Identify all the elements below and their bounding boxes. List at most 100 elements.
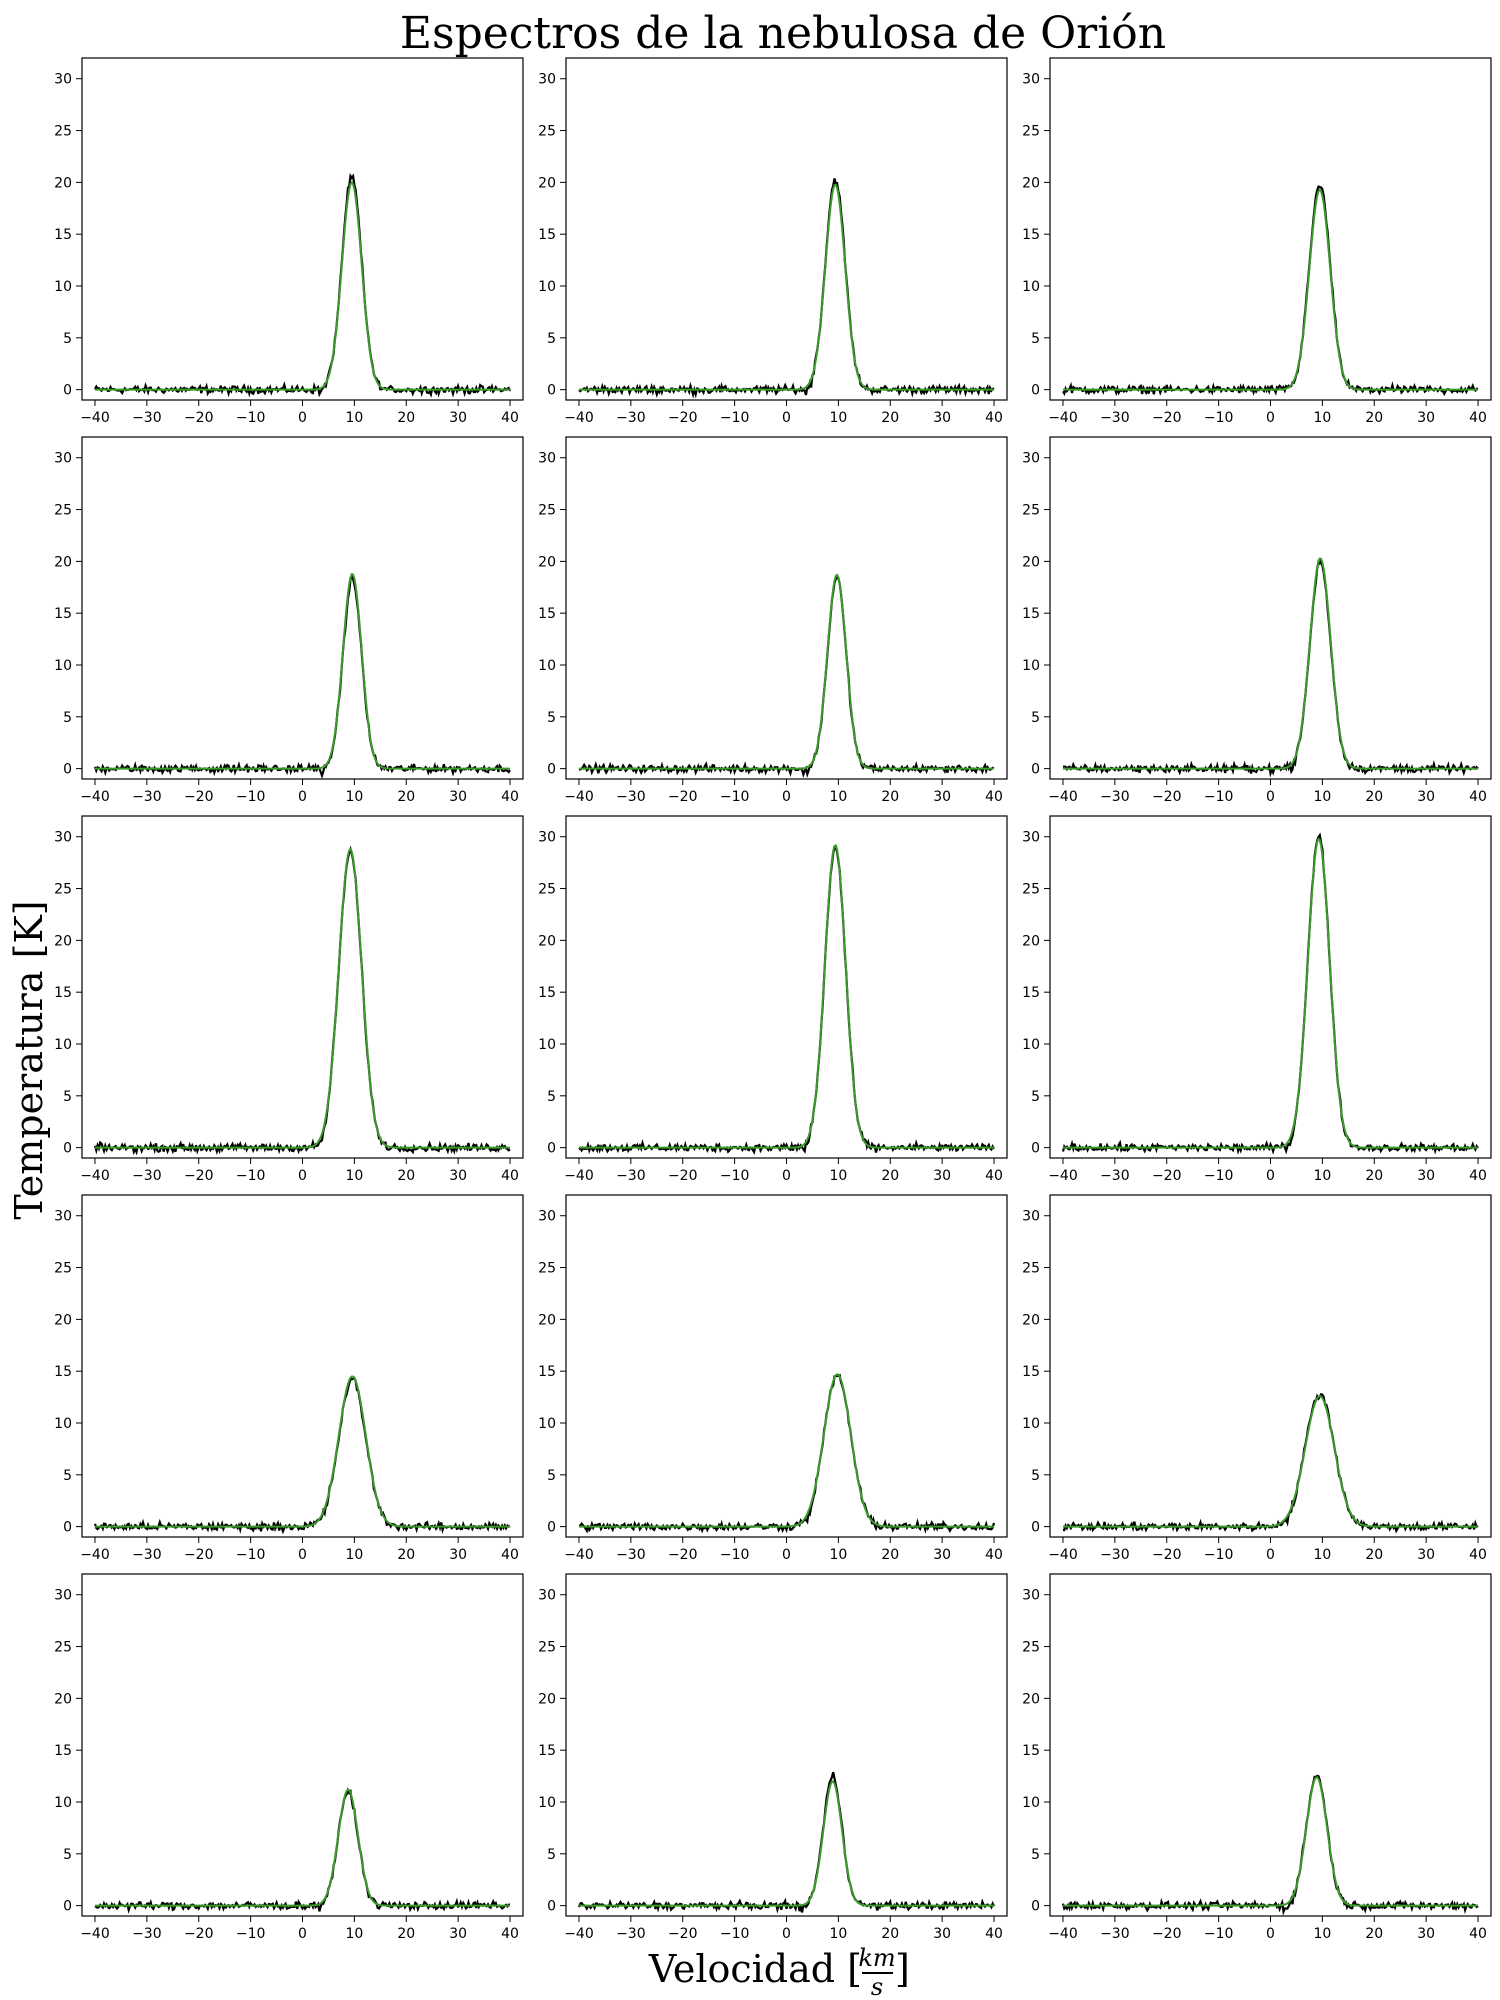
- x-tick-label: 30: [933, 1547, 951, 1563]
- y-tick-label: 5: [63, 1847, 72, 1863]
- y-tick-label: 0: [1031, 762, 1040, 778]
- x-tick-label: −30: [616, 789, 646, 805]
- y-tick-label: 5: [1031, 1468, 1040, 1484]
- panel-frame: [1049, 1194, 1492, 1538]
- x-tick-label: 40: [1469, 789, 1487, 805]
- x-tick-label: 10: [829, 1926, 847, 1942]
- y-tick-label: 10: [1022, 1795, 1040, 1811]
- x-tick-label: 30: [449, 1926, 467, 1942]
- y-tick-label: 30: [538, 1209, 556, 1225]
- gaussian-fit-line: [1063, 188, 1478, 391]
- x-tick-label: 0: [782, 410, 791, 426]
- x-tick-label: −30: [616, 1547, 646, 1563]
- x-tick-label: −10: [236, 1547, 266, 1563]
- x-tick-label: 0: [1266, 410, 1275, 426]
- spectrum-panel: −40 −30 −20 −10 0 10 20 30 40 0 5 10 15 20 25 30: [1022, 1194, 1492, 1563]
- x-tick-label: 10: [345, 1168, 363, 1184]
- x-tick-label: 40: [501, 1926, 519, 1942]
- x-tick-label: 20: [1365, 1926, 1383, 1942]
- spectrum-panel: −40 −30 −20 −10 0 10 20 30 40 0 5 10 15 20 25 30: [54, 815, 524, 1184]
- panel-frame: [565, 436, 1008, 780]
- y-tick-label: 15: [538, 985, 556, 1001]
- x-tick-label: 10: [1313, 1547, 1331, 1563]
- gaussian-fit-line: [1063, 557, 1478, 770]
- x-tick-label: −40: [1048, 1547, 1078, 1563]
- gaussian-fit-line: [1063, 1395, 1478, 1528]
- y-tick-label: 20: [1022, 1312, 1040, 1328]
- x-tick-label: 30: [1417, 410, 1435, 426]
- x-tick-label: 20: [881, 1547, 899, 1563]
- x-tick-label: −40: [1048, 789, 1078, 805]
- y-tick-label: 20: [538, 1312, 556, 1328]
- x-tick-label: −20: [1152, 1168, 1182, 1184]
- y-tick-label: 0: [1031, 1141, 1040, 1157]
- x-tick-label: 10: [1313, 789, 1331, 805]
- y-tick-label: 10: [538, 658, 556, 674]
- x-tick-label: 0: [782, 1547, 791, 1563]
- y-tick-label: 30: [1022, 1588, 1040, 1604]
- x-tick-label: 20: [881, 789, 899, 805]
- x-tick-label: −30: [616, 1926, 646, 1942]
- y-tick-label: 20: [538, 1691, 556, 1707]
- y-tick-label: 25: [538, 503, 556, 519]
- spectrum-panel: −40 −30 −20 −10 0 10 20 30 40 0 5 10 15 20 25 30: [54, 436, 524, 805]
- panel-frame: [1049, 815, 1492, 1159]
- y-tick-label: 20: [54, 554, 72, 570]
- spectrum-panel: −40 −30 −20 −10 0 10 20 30 40 0 5 10 15 20 25 30: [1022, 1573, 1492, 1942]
- y-tick-label: 15: [1022, 1743, 1040, 1759]
- y-tick-label: 0: [547, 762, 556, 778]
- y-tick-label: 20: [54, 1691, 72, 1707]
- y-tick-label: 0: [1031, 1899, 1040, 1915]
- x-tick-label: −10: [720, 1547, 750, 1563]
- spectrum-panel: −40 −30 −20 −10 0 10 20 30 40 0 5 10 15 20 25 30: [54, 57, 524, 426]
- x-tick-label: −30: [1100, 1547, 1130, 1563]
- x-tick-label: 40: [985, 1926, 1003, 1942]
- y-tick-label: 0: [63, 1899, 72, 1915]
- x-tick-label: 0: [782, 1926, 791, 1942]
- x-tick-label: −40: [1048, 1168, 1078, 1184]
- x-tick-label: −40: [80, 1926, 110, 1942]
- x-tick-label: 10: [345, 1547, 363, 1563]
- x-tick-label: 20: [397, 1547, 415, 1563]
- x-tick-label: 0: [1266, 1926, 1275, 1942]
- y-tick-label: 10: [1022, 1037, 1040, 1053]
- x-tick-label: 30: [449, 1547, 467, 1563]
- y-tick-label: 0: [63, 1520, 72, 1536]
- figure-title: Espectros de la nebulosa de Orión: [400, 8, 1166, 59]
- y-tick-label: 25: [54, 1640, 72, 1656]
- gaussian-fit-line: [95, 847, 510, 1149]
- x-tick-label: 40: [1469, 410, 1487, 426]
- observed-spectrum-line: [1062, 185, 1479, 397]
- y-tick-label: 30: [54, 451, 72, 467]
- y-tick-label: 25: [54, 124, 72, 140]
- y-tick-label: 20: [538, 933, 556, 949]
- y-tick-label: 10: [54, 1795, 72, 1811]
- x-tick-label: 10: [345, 410, 363, 426]
- x-tick-label: −10: [720, 789, 750, 805]
- x-tick-label: −40: [80, 410, 110, 426]
- x-axis-label: Velocidad [ km s ]: [648, 1944, 910, 2000]
- x-tick-label: −10: [720, 1168, 750, 1184]
- y-tick-label: 30: [54, 72, 72, 88]
- x-tick-label: 30: [449, 410, 467, 426]
- y-tick-label: 20: [1022, 175, 1040, 191]
- y-tick-label: 20: [1022, 554, 1040, 570]
- y-tick-label: 30: [54, 1588, 72, 1604]
- x-tick-label: −10: [720, 410, 750, 426]
- x-tick-label: 20: [397, 410, 415, 426]
- x-tick-label: 40: [985, 1168, 1003, 1184]
- y-tick-label: 10: [54, 1416, 72, 1432]
- x-tick-label: −30: [1100, 789, 1130, 805]
- observed-spectrum-line: [1061, 1774, 1479, 1916]
- y-tick-label: 15: [1022, 227, 1040, 243]
- y-tick-label: 0: [547, 1899, 556, 1915]
- y-tick-label: 10: [54, 279, 72, 295]
- x-tick-label: 40: [1469, 1926, 1487, 1942]
- x-tick-label: −30: [132, 789, 162, 805]
- observed-spectrum-line: [1063, 557, 1479, 778]
- x-axis-label-denominator: s: [871, 1973, 883, 2000]
- x-tick-label: −40: [564, 789, 594, 805]
- y-tick-label: 30: [1022, 451, 1040, 467]
- y-tick-label: 5: [1031, 1847, 1040, 1863]
- x-tick-label: 10: [1313, 1926, 1331, 1942]
